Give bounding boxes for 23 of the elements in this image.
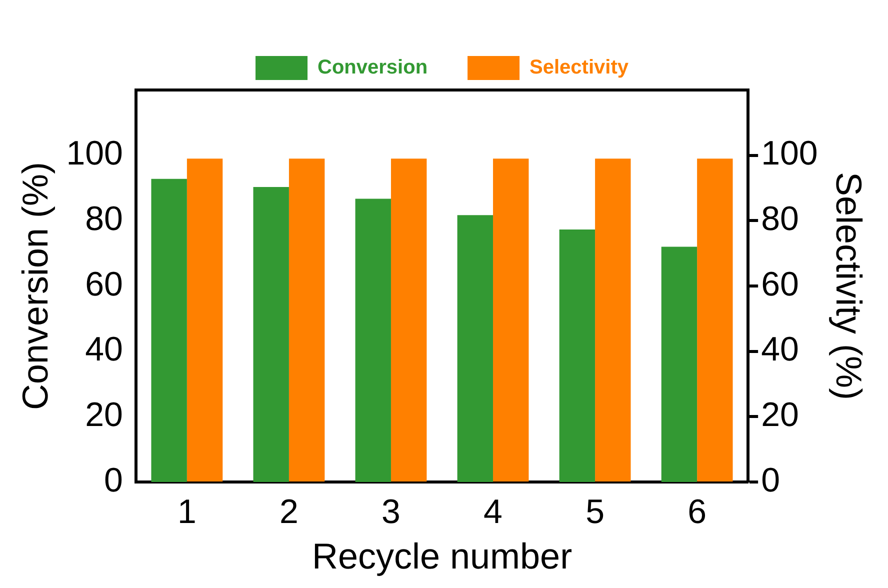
y2-tick-label: 20	[761, 396, 799, 434]
x-tick-label: 3	[382, 492, 400, 531]
x-tick-label: 2	[280, 492, 298, 531]
x-axis-title: Recycle number	[312, 535, 572, 576]
x-tick-label: 5	[586, 492, 604, 531]
y-tick-label: 60	[85, 265, 123, 304]
x-tick-label: 6	[688, 492, 707, 531]
y-tick-label: 100	[66, 134, 123, 173]
y-tick-label: 0	[104, 461, 123, 500]
y-tick-label: 20	[85, 396, 123, 434]
legend-label: Selectivity	[530, 56, 630, 79]
x-tick-label: 1	[177, 492, 196, 531]
y2-tick-label: 0	[761, 461, 780, 500]
y-axis-title: Conversion (%)	[14, 162, 56, 410]
y-tick-label: 80	[85, 200, 123, 238]
y2-tick-label: 60	[761, 265, 799, 304]
y-tick-label: 40	[85, 330, 123, 369]
y2-axis-title: Selectivity (%)	[828, 172, 870, 400]
y2-tick-label: 100	[761, 134, 818, 173]
y2-tick-label: 40	[761, 330, 799, 369]
x-tick-label: 4	[484, 492, 502, 531]
legend-label: Conversion	[318, 56, 428, 79]
y2-tick-label: 80	[761, 200, 799, 238]
